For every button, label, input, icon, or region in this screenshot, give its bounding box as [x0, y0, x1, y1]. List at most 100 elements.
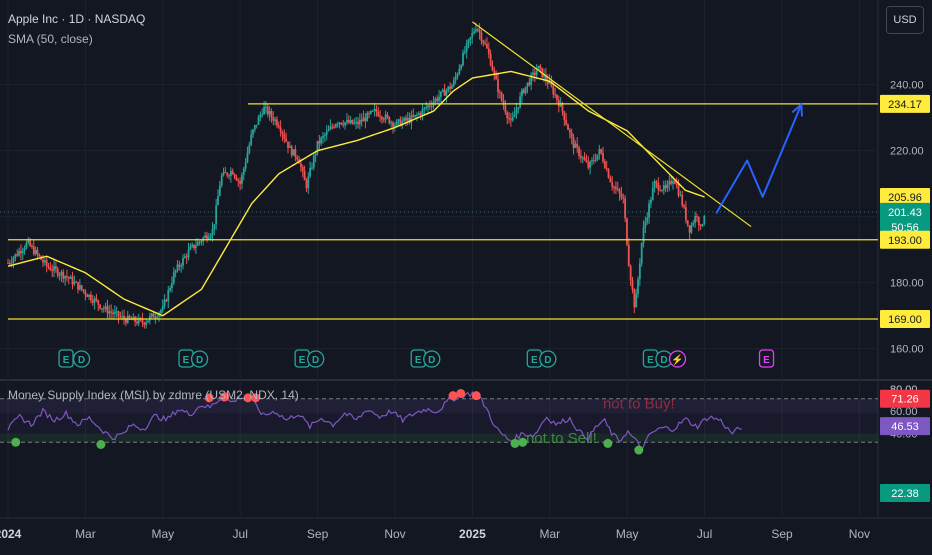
candle-body — [397, 119, 400, 121]
candle-body — [557, 99, 560, 107]
candle-body — [336, 123, 339, 125]
descending-trendline — [472, 21, 752, 228]
sma-indicator-label[interactable]: SMA (50, close) — [8, 32, 93, 46]
candle-body — [218, 185, 221, 196]
candle-body — [136, 321, 138, 324]
candle-body — [605, 167, 608, 170]
candle-body — [25, 242, 28, 249]
candle-body — [686, 220, 689, 226]
candle-body — [329, 126, 332, 130]
candle-body — [250, 134, 253, 145]
candle-body — [495, 73, 498, 80]
candle-body — [86, 294, 89, 297]
candle-body — [340, 122, 343, 125]
dividend-marker — [72, 350, 91, 368]
zone-top-label: not to Buy! — [603, 396, 675, 413]
candle-body — [386, 114, 389, 118]
candle-body — [406, 117, 409, 121]
candle-body — [497, 79, 499, 93]
price-badge-bg — [880, 202, 930, 221]
candle-body — [482, 40, 485, 44]
candle-body — [629, 265, 632, 281]
candle-body — [296, 156, 299, 160]
candle-body — [257, 117, 260, 125]
candle-body — [574, 143, 577, 148]
candle-body — [618, 189, 621, 194]
candle-body — [458, 68, 461, 75]
currency-button[interactable]: USD — [886, 6, 924, 34]
candle-body — [156, 316, 159, 318]
candle-body — [462, 52, 464, 66]
candle-body — [646, 217, 649, 222]
candle-body — [624, 198, 627, 219]
msi-indicator-title[interactable]: Money Supply Index (MSI) by zdmre (USM2,… — [8, 388, 299, 402]
candle-body — [563, 111, 566, 120]
candle-body — [294, 149, 297, 157]
candle-body — [666, 184, 669, 189]
candle-body — [43, 260, 46, 263]
candle-body — [423, 107, 426, 110]
candle-body — [207, 237, 210, 240]
candle-body — [314, 153, 317, 156]
candle-body — [672, 181, 674, 184]
dividend-marker — [307, 350, 325, 368]
candle-body — [607, 169, 610, 178]
candle-body — [414, 114, 417, 117]
candle-body — [583, 157, 586, 161]
candle-body — [614, 186, 617, 189]
candle-body — [401, 121, 404, 126]
candle-body — [150, 313, 153, 317]
candle-body — [404, 117, 407, 121]
dividend-marker-label: D — [78, 355, 85, 366]
candle-body — [47, 266, 50, 268]
candle-body — [301, 166, 304, 171]
candle-body — [613, 186, 615, 188]
candle-body — [80, 285, 83, 290]
candle-body — [12, 257, 15, 263]
candle-body — [484, 43, 487, 45]
candle-body — [609, 177, 612, 183]
candle-body — [579, 155, 582, 158]
candle-body — [119, 316, 122, 318]
candle-body — [167, 290, 170, 302]
candle-body — [452, 80, 455, 86]
candle-body — [174, 270, 177, 273]
candle-body — [683, 205, 685, 208]
projection-arrowhead — [791, 102, 803, 117]
price-badge-bg — [880, 230, 930, 249]
candle-body — [196, 242, 199, 246]
candle-body — [60, 271, 63, 276]
candle-body — [281, 132, 284, 135]
candle-body — [371, 110, 374, 112]
candle-body — [163, 299, 166, 307]
candle-body — [204, 235, 207, 238]
candle-body — [449, 86, 452, 89]
candle-body — [655, 181, 658, 183]
candle-body — [486, 44, 488, 49]
candle-body — [362, 117, 365, 122]
candle-body — [189, 246, 192, 250]
candle-body — [75, 281, 78, 283]
candle-body — [502, 100, 505, 106]
candle-body — [559, 102, 562, 107]
candle-body — [31, 245, 33, 247]
candle-body — [592, 160, 595, 162]
candle-body — [421, 109, 424, 116]
candle-body — [701, 224, 704, 226]
candle-body — [187, 249, 190, 258]
candle-body — [102, 308, 105, 310]
candle-body — [408, 117, 411, 123]
candle-body — [285, 138, 288, 142]
candle-body — [333, 126, 335, 128]
overbought-zone — [0, 398, 878, 414]
candle-body — [528, 82, 531, 85]
candle-body — [346, 119, 348, 123]
candle-body — [21, 250, 24, 254]
time-axis-label: Mar — [75, 527, 96, 541]
candle-body — [200, 241, 203, 243]
candle-body — [231, 171, 234, 175]
dividend-marker-label: D — [660, 355, 667, 366]
candle-body — [366, 112, 369, 122]
